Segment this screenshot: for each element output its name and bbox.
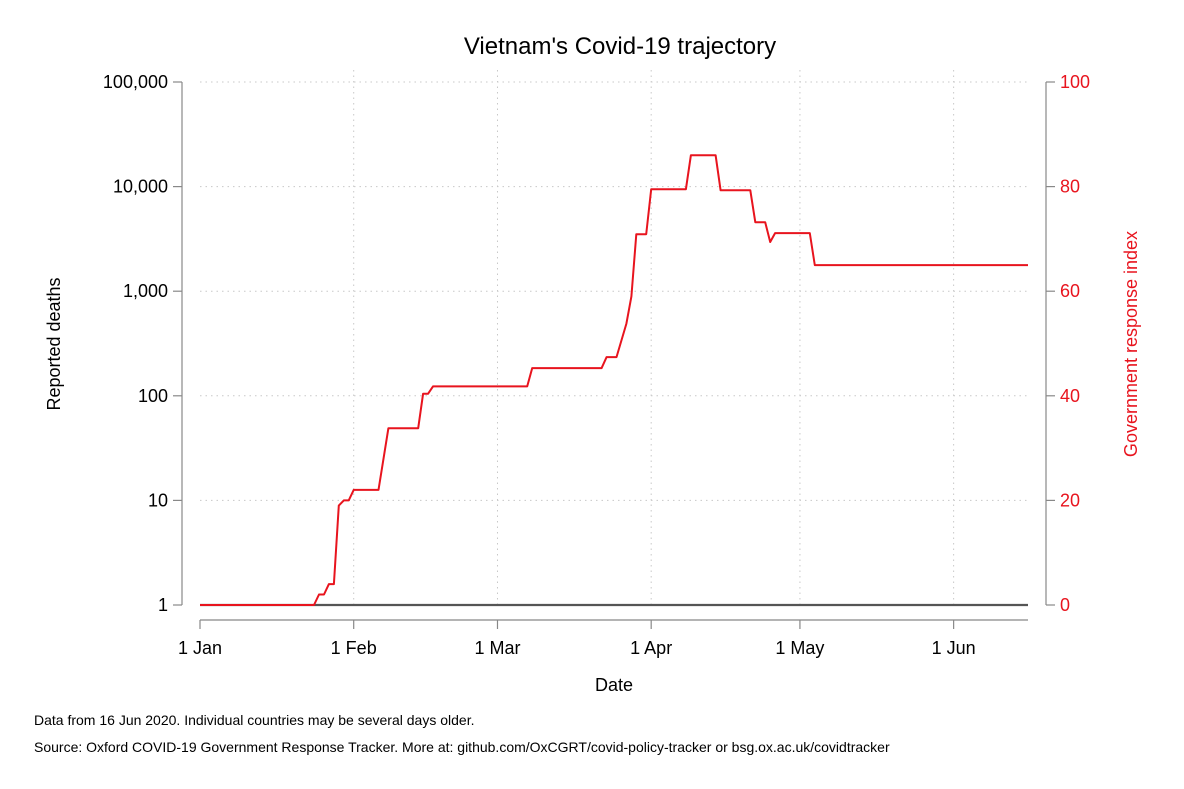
left-y-ticks: 1 10 100 1,000 10,000 100,000 [103, 72, 182, 615]
x-tick-label: 1 Mar [474, 638, 520, 658]
left-y-tick-label: 100 [138, 386, 168, 406]
series [200, 154, 1028, 607]
left-y-tick-label: 1 [158, 595, 168, 615]
x-tick-label: 1 Jan [178, 638, 222, 658]
right-y-ticks: 0 20 40 60 80 100 [1046, 72, 1090, 615]
right-y-tick-label: 60 [1060, 281, 1080, 301]
right-y-tick-label: 80 [1060, 177, 1080, 197]
x-tick-label: 1 Apr [630, 638, 672, 658]
government-response-index-line [200, 154, 1028, 606]
grid [200, 70, 1028, 606]
y-axis-label-right: Government response index [1121, 231, 1141, 457]
left-y-tick-label: 100,000 [103, 72, 168, 92]
right-y-tick-label: 40 [1060, 386, 1080, 406]
left-y-tick-label: 1,000 [123, 281, 168, 301]
data-note: Data from 16 Jun 2020. Individual countr… [34, 712, 475, 728]
x-tick-label: 1 May [775, 638, 824, 658]
chart: Vietnam's Covid-19 trajectory 1 10 100 1,00… [44, 33, 1141, 695]
x-tick-label: 1 Feb [331, 638, 377, 658]
source-note: Source: Oxford COVID-19 Government Respo… [34, 739, 890, 755]
right-y-tick-label: 100 [1060, 72, 1090, 92]
x-tick-label: 1 Jun [932, 638, 976, 658]
x-axis-label: Date [595, 675, 633, 695]
left-y-tick-label: 10 [148, 490, 168, 510]
y-axis-label-left: Reported deaths [44, 277, 64, 410]
x-ticks: 1 Jan 1 Feb 1 Mar 1 Apr 1 May 1 Jun [178, 620, 976, 658]
right-y-tick-label: 0 [1060, 595, 1070, 615]
right-y-tick-label: 20 [1060, 490, 1080, 510]
chart-title: Vietnam's Covid-19 trajectory [464, 33, 776, 60]
left-y-tick-label: 10,000 [113, 177, 168, 197]
